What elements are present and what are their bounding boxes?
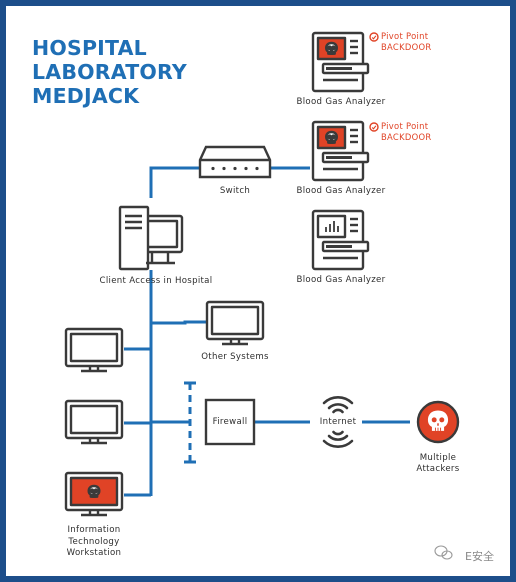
- firewall-box: [204, 398, 256, 446]
- attackers-line-1: Multiple: [419, 453, 457, 463]
- monitor-icon-2: [64, 399, 124, 445]
- switch-label: Switch: [219, 186, 251, 196]
- it-line-1: Information: [67, 525, 121, 535]
- pivot-1-line-1: Pivot Point: [381, 31, 429, 41]
- pivot-2-line-2: BACKDOOR: [381, 132, 432, 142]
- it-line-2: Technology: [68, 536, 120, 547]
- it-workstation-monitor: [64, 471, 124, 517]
- wechat-icon: [434, 545, 453, 560]
- other-systems-label: Other Systems: [201, 352, 269, 362]
- link-client-switch: [149, 166, 200, 198]
- monitor-icon-1: [64, 327, 124, 373]
- link-other-systems: [151, 320, 207, 325]
- blood-gas-analyzer-1: [311, 31, 370, 93]
- attackers-skull-icon: [416, 400, 460, 444]
- page-title: HOSPITAL LABORATORY MEDJACK: [32, 36, 187, 108]
- wifi-signal-icon: [322, 396, 354, 448]
- pivot-label-2: Pivot Point BACKDOOR: [381, 121, 432, 143]
- pivot-marker-2: [369, 122, 379, 132]
- pivot-1-line-2: BACKDOOR: [381, 42, 432, 52]
- network-links: [124, 166, 410, 497]
- client-access-label: Client Access in Hospital: [99, 276, 213, 286]
- analyzer-2-label: Blood Gas Analyzer: [296, 186, 386, 196]
- title-line-3: MEDJACK: [32, 84, 140, 108]
- blood-gas-analyzer-3: [311, 209, 370, 271]
- attackers-line-2: Attackers: [416, 464, 460, 474]
- pivot-label-1: Pivot Point BACKDOOR: [381, 31, 432, 53]
- switch-icon: [198, 145, 272, 179]
- monitor-icon-other-systems: [205, 300, 265, 346]
- pivot-2-line-1: Pivot Point: [381, 121, 429, 131]
- title-line-2: LABORATORY: [32, 60, 187, 84]
- pivot-marker-1: [369, 32, 379, 42]
- analyzer-1-label: Blood Gas Analyzer: [296, 97, 386, 107]
- analyzer-3-label: Blood Gas Analyzer: [296, 275, 386, 285]
- watermark: E安全: [465, 550, 494, 563]
- skull-icon: [87, 484, 101, 498]
- it-line-3: Workstation: [66, 548, 122, 558]
- title-line-1: HOSPITAL: [32, 36, 147, 60]
- internet-label: Internet: [319, 417, 357, 427]
- attackers-label: Multiple Attackers: [403, 453, 473, 475]
- firewall-label: Firewall: [212, 417, 248, 427]
- skull-icon: [325, 130, 338, 144]
- skull-icon: [325, 41, 338, 55]
- blood-gas-analyzer-2: [311, 120, 370, 182]
- desktop-computer-icon: [118, 205, 184, 271]
- it-workstation-label: Information Technology Workstation: [49, 525, 139, 560]
